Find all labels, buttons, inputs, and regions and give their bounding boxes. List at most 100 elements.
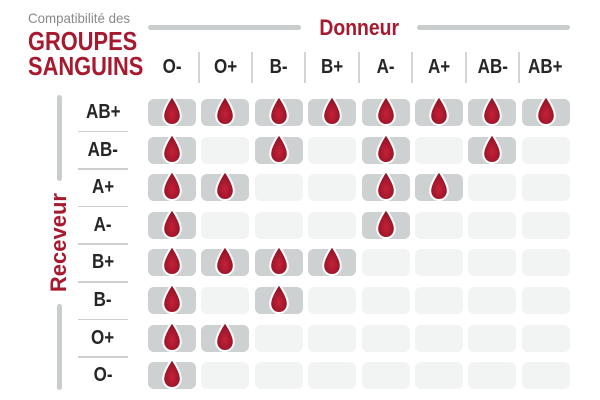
blood-drop-icon bbox=[215, 170, 236, 202]
receiver-row-label-text: O- bbox=[93, 364, 113, 387]
cell-receiver-B+-donor-O+-compatible bbox=[201, 245, 250, 277]
blood-drop-icon bbox=[268, 282, 289, 314]
cell-receiver-A+-donor-AB--incompatible bbox=[468, 174, 517, 202]
cell-receiver-AB+-donor-AB+-compatible bbox=[521, 95, 570, 126]
receiver-row-label-text: A- bbox=[94, 213, 112, 236]
donor-rule-right bbox=[417, 25, 571, 30]
cell-receiver-B--donor-AB--incompatible bbox=[468, 286, 517, 314]
donor-col-header-O+: O+ bbox=[197, 50, 249, 85]
title-eyebrow: Compatibilité des bbox=[28, 10, 131, 26]
cell-receiver-B--donor-B--compatible bbox=[254, 282, 303, 314]
cell-receiver-AB--donor-AB+-incompatible bbox=[521, 136, 570, 164]
donor-col-header-label: A- bbox=[376, 56, 395, 78]
donor-col-header-label: O+ bbox=[213, 56, 237, 78]
cell-receiver-B+-donor-A--incompatible bbox=[361, 249, 410, 277]
blood-drop-icon bbox=[162, 132, 182, 164]
receiver-row-label-text: B- bbox=[94, 288, 112, 311]
cell-receiver-AB--donor-AB--compatible bbox=[468, 132, 517, 164]
cell-receiver-B+-donor-A+-incompatible bbox=[414, 249, 463, 277]
blood-drop-icon bbox=[375, 132, 396, 164]
receiver-row-label-AB-: AB- bbox=[72, 137, 134, 164]
donor-column-headers: O- O+ B- B+ A- A+ AB- AB+ bbox=[148, 50, 570, 85]
cell-receiver-A--donor-O--compatible bbox=[148, 207, 196, 239]
cell-receiver-O--donor-A--incompatible bbox=[361, 362, 410, 390]
cell-receiver-O--donor-AB--incompatible bbox=[468, 362, 517, 390]
receiver-row-label-text: AB+ bbox=[85, 101, 121, 123]
cell-receiver-O+-donor-B--incompatible bbox=[254, 324, 303, 352]
receiver-row-label-B-: B- bbox=[72, 287, 134, 314]
blood-drop-icon bbox=[162, 207, 182, 239]
blood-drop-icon bbox=[429, 170, 449, 202]
cell-receiver-B--donor-O+-incompatible bbox=[201, 286, 250, 314]
cell-receiver-B--donor-AB+-incompatible bbox=[521, 286, 570, 314]
donor-col-header-A-: A- bbox=[357, 50, 410, 85]
cell-receiver-A+-donor-B--incompatible bbox=[254, 174, 303, 202]
cell-receiver-A+-donor-AB+-incompatible bbox=[521, 174, 570, 202]
cell-receiver-A--donor-AB+-incompatible bbox=[521, 211, 570, 239]
cell-receiver-AB--donor-O+-incompatible bbox=[201, 136, 250, 164]
cell-receiver-O+-donor-B+-incompatible bbox=[308, 324, 357, 352]
blood-drop-icon bbox=[375, 170, 396, 202]
donor-col-header-label: AB- bbox=[477, 56, 508, 78]
blood-drop-icon bbox=[215, 320, 236, 352]
blood-drop-icon bbox=[215, 95, 236, 126]
cell-receiver-A--donor-A--compatible bbox=[361, 207, 410, 239]
cell-receiver-AB+-donor-AB--compatible bbox=[468, 95, 517, 126]
cell-receiver-AB--donor-A+-incompatible bbox=[414, 136, 463, 164]
receiver-row-label-O-: O- bbox=[72, 362, 134, 389]
receiver-rule-top bbox=[56, 95, 62, 181]
blood-drop-icon bbox=[162, 282, 182, 314]
cell-receiver-O--donor-AB+-incompatible bbox=[521, 362, 570, 390]
receiver-row-label-text: O+ bbox=[91, 326, 115, 349]
blood-drop-icon bbox=[482, 132, 503, 164]
receiver-row-labels: AB+ AB- A+ A- B+ B- O+ O- bbox=[72, 99, 134, 389]
receiver-rule-bottom bbox=[56, 304, 62, 391]
cell-receiver-A+-donor-A+-compatible bbox=[414, 170, 463, 202]
blood-drop-icon bbox=[322, 245, 342, 277]
cell-receiver-A--donor-A+-incompatible bbox=[414, 211, 463, 239]
donor-col-header-A+: A+ bbox=[411, 50, 463, 85]
donor-col-header-label: B+ bbox=[321, 56, 344, 78]
donor-col-header-B-: B- bbox=[251, 50, 303, 85]
cell-receiver-B--donor-O--compatible bbox=[148, 282, 196, 314]
cell-receiver-A+-donor-O--compatible bbox=[148, 170, 196, 202]
receiver-row-label-text: B+ bbox=[91, 251, 115, 274]
cell-receiver-AB--donor-B+-incompatible bbox=[308, 136, 357, 164]
cell-receiver-O--donor-O+-incompatible bbox=[201, 362, 250, 390]
cell-receiver-AB--donor-A--compatible bbox=[361, 132, 410, 164]
blood-drop-icon bbox=[162, 320, 182, 352]
cell-receiver-B--donor-A+-incompatible bbox=[414, 286, 463, 314]
donor-col-header-label: O- bbox=[162, 56, 182, 78]
cell-receiver-A--donor-B--incompatible bbox=[254, 211, 303, 239]
receiver-row-label-B+: B+ bbox=[72, 249, 134, 276]
compatibility-grid bbox=[148, 95, 570, 390]
cell-receiver-O--donor-B+-incompatible bbox=[308, 362, 357, 390]
cell-receiver-AB+-donor-O+-compatible bbox=[201, 95, 250, 126]
blood-drop-icon bbox=[268, 245, 289, 277]
cell-receiver-O+-donor-A+-incompatible bbox=[414, 324, 463, 352]
blood-drop-icon bbox=[375, 207, 396, 239]
blood-drop-icon bbox=[268, 132, 289, 164]
cell-receiver-AB--donor-O--compatible bbox=[148, 132, 196, 164]
title-line-1: GROUPES bbox=[28, 26, 138, 56]
blood-drop-icon bbox=[162, 170, 182, 202]
blood-drop-icon bbox=[215, 245, 236, 277]
receiver-row-label-text: AB- bbox=[87, 138, 119, 161]
cell-receiver-O+-donor-A--incompatible bbox=[361, 324, 410, 352]
blood-drop-icon bbox=[268, 95, 289, 126]
blood-drop-icon bbox=[482, 95, 503, 126]
donor-col-header-AB+: AB+ bbox=[518, 50, 570, 85]
cell-receiver-AB+-donor-O--compatible bbox=[148, 95, 196, 126]
cell-receiver-B+-donor-O--compatible bbox=[148, 245, 196, 277]
receiver-axis-rail: Receveur bbox=[46, 95, 71, 391]
cell-receiver-O--donor-B--incompatible bbox=[254, 362, 303, 390]
donor-col-header-label: B- bbox=[269, 56, 288, 78]
cell-receiver-A+-donor-O+-compatible bbox=[201, 170, 250, 202]
cell-receiver-B+-donor-B--compatible bbox=[254, 245, 303, 277]
cell-receiver-B+-donor-AB+-incompatible bbox=[521, 249, 570, 277]
cell-receiver-O+-donor-AB--incompatible bbox=[468, 324, 517, 352]
title-line-2: SANGUINS bbox=[28, 51, 144, 81]
blood-drop-icon bbox=[429, 95, 449, 126]
receiver-row-label-O+: O+ bbox=[72, 325, 134, 352]
